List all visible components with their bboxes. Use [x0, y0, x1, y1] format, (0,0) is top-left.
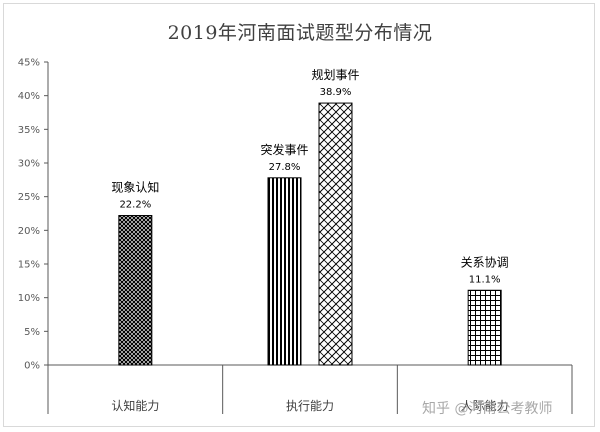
y-tick-label: 40% [18, 91, 40, 102]
watermark: 知乎 @河南公考教师 [422, 401, 553, 417]
y-tick-label: 30% [18, 159, 40, 170]
x-category-label: 认知能力 [111, 399, 159, 413]
y-tick-label: 10% [18, 293, 40, 304]
x-axis-categories: 认知能力 执行能力 人际能力 [111, 365, 573, 414]
bar-name-label: 突发事件 [260, 142, 308, 157]
bar-value-label: 11.1% [469, 274, 501, 285]
y-tick-label: 25% [18, 192, 40, 203]
bar [267, 177, 302, 366]
bar [318, 102, 353, 366]
bar-value-label: 27.8% [269, 162, 301, 173]
bar-value-label: 38.9% [320, 87, 352, 98]
x-category-label: 人际能力 [461, 399, 509, 413]
y-tick-label: 0% [24, 361, 40, 372]
bar-value-label: 22.2% [119, 200, 151, 211]
y-tick-label: 15% [18, 260, 40, 271]
y-tick-label: 5% [24, 327, 40, 338]
y-axis-ticks: 0% 5% 10% 15% 20% 25% 30% 35% 40% 45% [18, 58, 48, 372]
bars: 22.2% 现象认知 27.8% 突发事件 38.9% 规划事件 11.1% 关系协调 [111, 67, 509, 366]
y-tick-label: 35% [18, 125, 40, 136]
bar-name-label: 关系协调 [461, 254, 509, 269]
y-tick-label: 20% [18, 226, 40, 237]
x-category-label: 执行能力 [286, 399, 334, 413]
chart-title: 2019年河南面试题型分布情况 [167, 22, 433, 44]
bar-name-label: 规划事件 [311, 67, 359, 82]
bar [467, 289, 502, 366]
bar [118, 215, 153, 366]
y-tick-label: 45% [18, 58, 40, 69]
bar-name-label: 现象认知 [111, 181, 159, 195]
